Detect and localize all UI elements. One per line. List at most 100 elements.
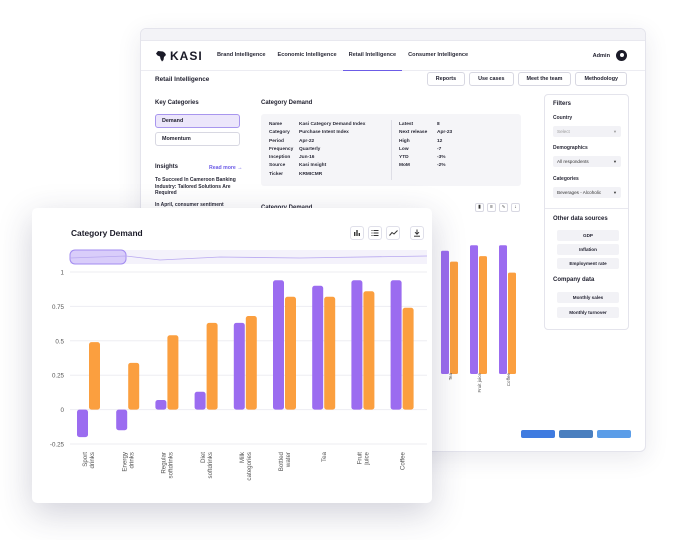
bar-series-1-energy-drinks[interactable]	[116, 409, 128, 431]
footer-button[interactable]	[597, 430, 631, 438]
line-chart-icon[interactable]: ∿	[499, 203, 508, 212]
bar-series-1-diet-softdrinks[interactable]	[194, 391, 206, 410]
bar-series-2-energy-drinks[interactable]	[128, 362, 140, 410]
x-tick-label-text: Sport	[82, 452, 89, 467]
meta-row: Frequency Quarterly	[269, 146, 321, 152]
x-tick-label-text: Diet	[200, 452, 207, 463]
x-tick-label-text: softdrinks	[207, 452, 214, 478]
logo[interactable]: KASI	[155, 49, 203, 63]
back-x-label-coffee: Coffee	[506, 373, 511, 387]
meta-row: Next release Apr-23	[399, 130, 453, 136]
list-icon[interactable]	[368, 226, 382, 240]
window-titlebar	[141, 29, 645, 41]
categories-select[interactable]: Beverages - Alcoholic ▼	[553, 187, 621, 198]
bar-series-2-coffee[interactable]	[402, 307, 414, 410]
meta-row: Category Purchase Intent Index	[269, 130, 349, 136]
monthly-turnover-button[interactable]: Monthly turnover	[557, 307, 619, 318]
download-icon[interactable]	[410, 226, 424, 240]
bar-series-2-sport-drinks[interactable]	[89, 342, 100, 410]
read-more-link[interactable]: Read more →	[209, 165, 243, 171]
back-bar-series-1-fruit-juice	[470, 245, 478, 374]
category-demand-button[interactable]: Demand	[155, 114, 240, 128]
nav-tab-consumer-intelligence[interactable]: Consumer Intelligence	[408, 52, 469, 58]
page-actions: Reports Use cases Meet the team Methodol…	[426, 72, 627, 86]
range-navigator-line	[69, 255, 428, 261]
chart-toolbar	[350, 226, 424, 240]
gdp-button[interactable]: GDP	[557, 230, 619, 241]
insight-item[interactable]: In April, consumer sentiment	[155, 202, 224, 208]
bar-series-1-tea[interactable]	[312, 285, 324, 410]
bar-series-2-diet-softdrinks[interactable]	[206, 322, 218, 410]
metadata-title: Category Demand	[261, 100, 313, 106]
nav-tabs: Brand Intelligence Economic Intelligence…	[211, 41, 474, 71]
y-tick-label: 0.25	[52, 373, 65, 380]
x-tick-label-fruit-juice: Fruit juice	[357, 451, 371, 465]
bar-chart-icon[interactable]: ▮	[475, 203, 484, 212]
x-tick-label-text: categories	[246, 452, 253, 481]
y-tick-label: 0.75	[52, 304, 65, 311]
download-icon[interactable]: ↓	[511, 203, 520, 212]
bar-series-2-fruit-juice[interactable]	[363, 291, 375, 410]
bar-series-1-sport-drinks[interactable]	[77, 409, 88, 438]
nav-tab-retail-intelligence[interactable]: Retail Intelligence	[342, 41, 403, 71]
x-tick-label-text: Coffee	[399, 451, 406, 470]
x-tick-label-text: Fruit	[357, 452, 364, 465]
nav-tab-brand-intelligence[interactable]: Brand Intelligence	[217, 52, 266, 58]
x-tick-label-text: drinks	[128, 452, 135, 469]
x-tick-label-bottled-water: Bottled water	[278, 451, 292, 471]
user-name: Admin	[592, 52, 610, 59]
insights-title: Insights	[155, 164, 179, 170]
y-tick-label: 0.5	[55, 338, 64, 345]
category-demand-chart-card: Category Demand 1 0.75 0.5 0.25 0 -0.25 Sport d…	[32, 208, 432, 503]
insight-item[interactable]: To Succeed In Cameroon Banking Industry:…	[155, 177, 236, 196]
x-tick-label-diet-softdrinks: Diet softdrinks	[200, 452, 214, 479]
user-menu[interactable]: Admin	[593, 50, 627, 61]
filters-panel: Filters Country Select ▼ Demographics All…	[544, 94, 629, 330]
bar-series-1-fruit-juice[interactable]	[351, 280, 363, 410]
back-bar-series-1-coffee	[499, 245, 507, 374]
x-tick-label-text: Regular	[161, 452, 168, 474]
meet-the-team-button[interactable]: Meet the team	[517, 72, 572, 86]
filters-divider	[545, 208, 628, 209]
chevron-down-icon: ▼	[613, 190, 617, 195]
bar-chart-icon[interactable]	[350, 226, 364, 240]
use-cases-button[interactable]: Use cases	[469, 72, 514, 86]
bar-series-1-bottled-water[interactable]	[273, 280, 284, 410]
country-select[interactable]: Select ▼	[553, 126, 621, 137]
back-x-label-fruit-juice: Fruit juice	[477, 373, 482, 393]
bar-series-2-regular-softdrinks[interactable]	[167, 335, 179, 410]
list-icon[interactable]: ≡	[487, 203, 496, 212]
other-data-sources-title: Other data sources	[553, 216, 608, 222]
employment-rate-button[interactable]: Employment rate	[557, 258, 619, 269]
bar-series-1-milk-categories[interactable]	[233, 322, 245, 410]
inflation-button[interactable]: Inflation	[557, 244, 619, 255]
line-chart-icon[interactable]	[386, 226, 400, 240]
metadata-left-column: Name Kasi Category Demand Index Category P…	[269, 122, 365, 180]
meta-row: Period Apr-22	[269, 138, 315, 144]
chevron-down-icon: ▼	[613, 129, 617, 134]
x-tick-label-text: softdrinks	[168, 452, 175, 478]
demographics-select[interactable]: All respondents ▼	[553, 156, 621, 167]
bar-series-2-milk-categories[interactable]	[245, 316, 257, 410]
nav-tab-economic-intelligence[interactable]: Economic Intelligence	[277, 52, 337, 58]
bar-series-1-coffee[interactable]	[390, 280, 402, 410]
footer-button[interactable]	[559, 430, 593, 438]
bar-series-2-tea[interactable]	[324, 296, 336, 410]
x-tick-label-text: Energy	[121, 451, 128, 472]
y-tick-label: -0.25	[50, 442, 65, 449]
monthly-sales-button[interactable]: Monthly sales	[557, 292, 619, 303]
x-tick-label-coffee: Coffee	[399, 451, 406, 470]
x-tick-label-energy-drinks: Energy drinks	[121, 451, 135, 472]
meta-row: Source Kasi Insight	[269, 163, 327, 169]
meta-row: Name Kasi Category Demand Index	[269, 122, 366, 127]
reports-button[interactable]: Reports	[426, 72, 466, 86]
x-tick-label-text: Bottled	[278, 451, 285, 471]
key-categories-title: Key Categories	[155, 100, 199, 106]
category-momentum-button[interactable]: Momentum	[155, 132, 240, 146]
footer-button[interactable]	[521, 430, 555, 438]
methodology-button[interactable]: Methodology	[575, 72, 627, 86]
bar-series-1-regular-softdrinks[interactable]	[155, 399, 167, 410]
back-bar-series-2-coffee	[508, 272, 516, 374]
bar-series-2-bottled-water[interactable]	[285, 296, 296, 410]
